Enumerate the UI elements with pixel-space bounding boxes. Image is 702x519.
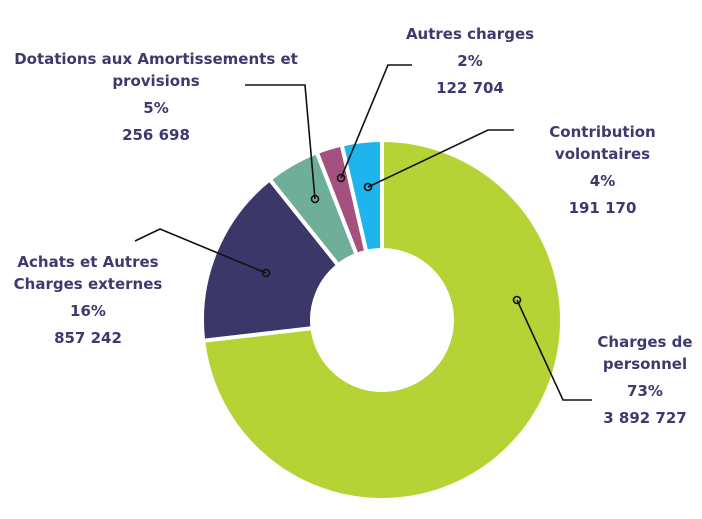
label-name: Contribution volontaires	[549, 123, 656, 163]
leader-dot	[261, 268, 271, 278]
leader-dot	[336, 173, 346, 183]
leader-line	[340, 64, 412, 179]
slice-label: Achats et Autres Charges externes 16% 857 …	[8, 251, 168, 354]
label-name: Achats et Autres Charges externes	[13, 253, 163, 293]
label-amount: 857 242	[54, 329, 122, 347]
leader-line	[134, 228, 267, 274]
label-name: Dotations aux Amortissements et provisio…	[14, 50, 298, 90]
label-amount: 256 698	[122, 126, 190, 144]
leader-dot	[310, 194, 320, 204]
label-amount: 3 892 727	[603, 409, 687, 427]
label-amount: 122 704	[436, 79, 504, 97]
slice-label: Dotations aux Amortissements et provisio…	[0, 48, 312, 151]
slice	[339, 137, 384, 255]
label-name: Charges de personnel	[597, 333, 693, 373]
leader-dot	[512, 295, 522, 305]
label-amount: 191 170	[568, 199, 637, 217]
label-percent: 2%	[457, 52, 483, 70]
leader-line	[245, 84, 316, 200]
slice-label: Charges de personnel 73% 3 892 727	[580, 331, 702, 434]
label-percent: 16%	[70, 302, 106, 320]
label-percent: 5%	[143, 99, 169, 117]
slice-label: Contribution volontaires 4% 191 170	[530, 121, 675, 224]
leader-dot	[363, 182, 373, 192]
leader-line	[367, 129, 514, 188]
slice-label: Autres charges 2% 122 704	[395, 23, 545, 104]
slice	[200, 137, 564, 502]
slice	[200, 176, 342, 343]
label-percent: 4%	[589, 172, 616, 190]
leader-line	[516, 299, 592, 401]
label-name: Autres charges	[405, 25, 535, 43]
label-percent: 73%	[627, 382, 663, 400]
